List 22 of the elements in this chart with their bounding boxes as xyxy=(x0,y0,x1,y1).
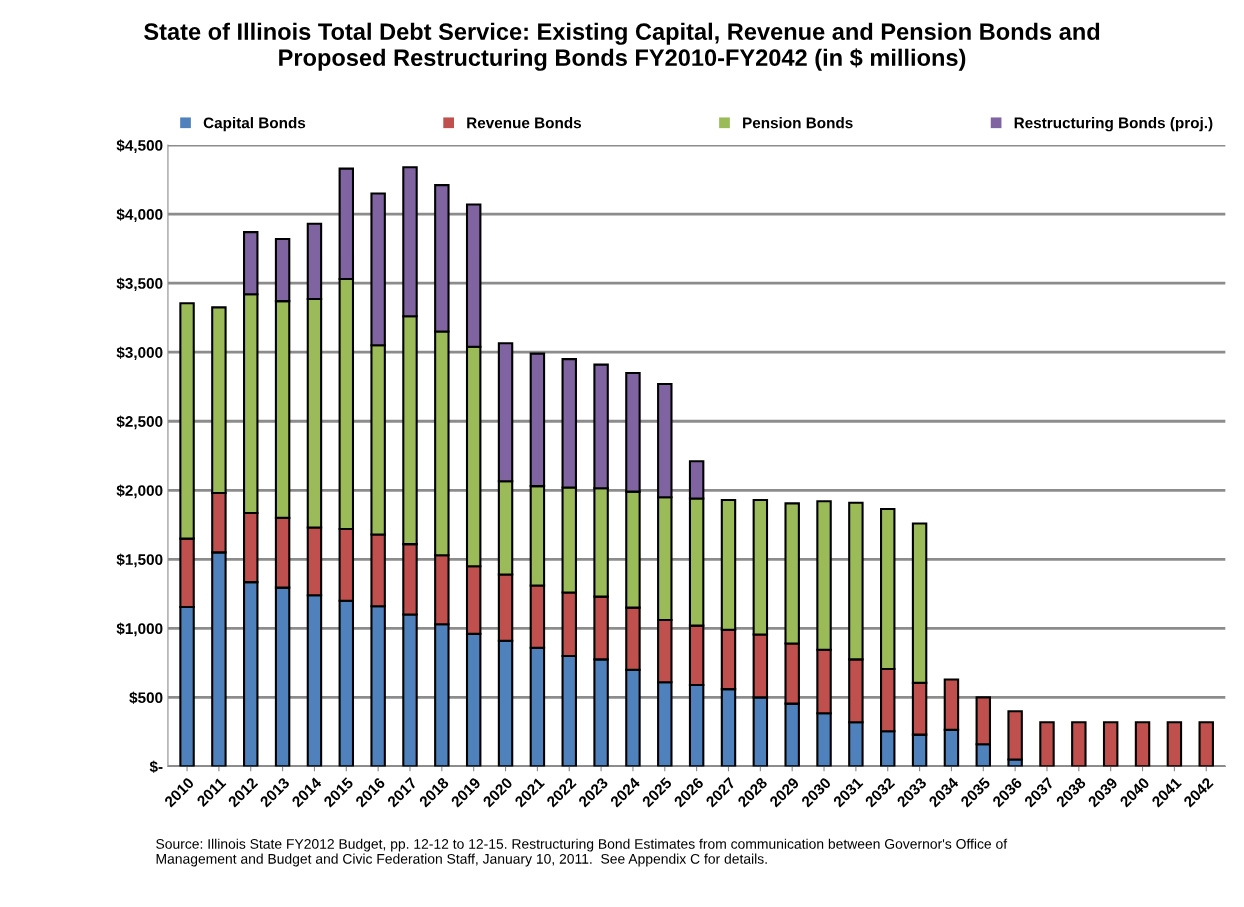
bar xyxy=(1198,721,1214,767)
bar xyxy=(1071,721,1087,767)
legend-label: Pension Bonds xyxy=(743,117,853,129)
legend-label: Restructuring Bonds (proj.) xyxy=(1014,117,1213,132)
y-tick-label: $3,000 xyxy=(116,346,163,361)
y-tick-label: $4,000 xyxy=(116,208,163,223)
chart-title: State of Illinois Total Debt Service: Existing Capital, Revenue and Pension Bonds and Proposed Restructuring Bonds FY2010-FY2042 (in $ millions) xyxy=(144,22,1100,71)
legend-label: Revenue Bonds xyxy=(467,117,582,129)
y-tick-label: $2,500 xyxy=(116,415,163,430)
bar xyxy=(1166,721,1183,767)
y-tick-label: $1,500 xyxy=(116,553,163,568)
y-tick-label: $500 xyxy=(129,691,163,705)
bar xyxy=(1102,721,1119,767)
y-tick-label: $4,500 xyxy=(116,139,163,154)
bar xyxy=(1039,721,1055,767)
source-note: Source: Illinois State FY2012 Budget, pp. 12-12 to 12-15. Restructuring Bond Estimates from communication between Governor's Office of Management and Budget and Civic Federation Staff, January 10, 2011. See Appendix C for details. xyxy=(156,838,1008,867)
y-tick-label: $1,000 xyxy=(116,622,163,637)
y-tick-label: $3,500 xyxy=(116,277,163,292)
legend-label: Capital Bonds xyxy=(203,117,306,132)
bar xyxy=(1134,721,1151,767)
y-tick-label: $- xyxy=(149,760,163,774)
y-tick-label: $2,000 xyxy=(116,484,163,499)
